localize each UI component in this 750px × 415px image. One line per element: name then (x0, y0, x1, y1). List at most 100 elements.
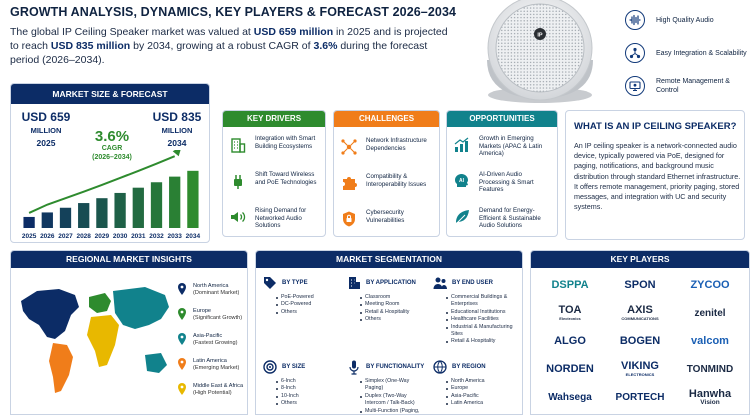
region-legend-item: Latin America (Emerging Market) (177, 358, 239, 372)
bar-2029 (96, 198, 108, 228)
trend-arrow-icon (172, 150, 181, 157)
trend-line (28, 155, 176, 214)
tick-label-2031: 2031 (131, 233, 146, 240)
market-size-card: MARKET SIZE & FORECAST USD 659 MILLION 2… (10, 83, 210, 243)
start-year: 2025 (36, 138, 56, 148)
challenge-label: Compatibility & Interoperability Issues (366, 173, 427, 188)
users-icon (433, 277, 447, 289)
segment-item: Retail & Hospitality (360, 309, 424, 316)
region-note: (Fastest Growing) (193, 340, 238, 346)
feature-label: Remote Management & Control (656, 78, 730, 94)
svg-text:AI: AI (459, 178, 465, 184)
region-name: North America (193, 283, 229, 289)
tick-label-2029: 2029 (95, 233, 110, 240)
feature-item: Easy Integration & Scalability (625, 43, 747, 63)
bar-2031 (132, 187, 144, 228)
tick-label-2028: 2028 (76, 233, 91, 240)
tick-label-2032: 2032 (149, 233, 164, 240)
driver-item: Integration with Smart Building Ecosyste… (229, 135, 321, 154)
intro-value-cagr: 3.6% (313, 40, 338, 52)
page-title: GROWTH ANALYSIS, DYNAMICS, KEY PLAYERS &… (10, 5, 457, 19)
start-unit: MILLION (30, 126, 62, 135)
market-size-header: MARKET SIZE & FORECAST (11, 84, 209, 104)
bar-2034 (187, 170, 199, 228)
feature-label: High Quality Audio (656, 16, 714, 24)
network-plug-icon (234, 175, 242, 189)
player-logo: DSPPA (537, 275, 603, 295)
globe-icon (433, 360, 447, 374)
player-name: PORTECH (615, 391, 665, 403)
speaker-badge: IP (537, 33, 543, 39)
segment-group: BY REGION North America Europe Asia-Pacific… (432, 359, 518, 408)
opportunity-label: AI-Driven Audio Processing & Smart Featu… (479, 171, 534, 194)
end-value: USD 835 (152, 110, 202, 124)
segment-item: Others (360, 316, 424, 323)
key-players-header: KEY PLAYERS (531, 251, 749, 268)
region-name: Middle East & Africa (193, 383, 244, 389)
segment-item: Latin America (446, 400, 518, 407)
player-name: ALGO (554, 334, 586, 347)
region-note: (Significant Growth) (193, 315, 243, 321)
bar-2026 (41, 212, 53, 228)
segment-item: PoE-Powered (276, 294, 340, 301)
segment-item: Multi-Function (Paging, Intercom & Secur… (360, 408, 424, 415)
bar-2033 (169, 176, 181, 228)
end-unit: MILLION (161, 126, 193, 135)
player-name: VIKING (621, 359, 659, 372)
player-name: TOA (558, 303, 582, 316)
microphone-icon (349, 360, 359, 375)
map-pin-icon (178, 283, 186, 295)
ceiling-speaker-illustration: IP (487, 0, 593, 103)
feature-label: Easy Integration & Scalability (656, 49, 747, 57)
player-name: SPON (624, 278, 656, 291)
feature-item: Remote Management & Control (625, 76, 750, 96)
key-drivers-card: KEY DRIVERS Integration with Smart Build… (222, 110, 326, 237)
intro-text-1: The global IP Ceiling Speaker market was… (10, 26, 254, 38)
player-logo: PORTECH (607, 387, 673, 407)
segment-label: BY REGION (452, 364, 486, 370)
region-name: Asia-Pacific (193, 333, 223, 339)
bar-2025 (23, 216, 35, 228)
intro-paragraph: The global IP Ceiling Speaker market was… (10, 25, 455, 67)
segment-item: Asia-Pacific (446, 393, 518, 400)
segment-item: Classroom (360, 294, 424, 301)
player-logo: NORDEN (537, 359, 603, 379)
player-subtitle: Electronics (559, 315, 581, 321)
regional-card: REGIONAL MARKET INSIGHTS North America (D… (10, 250, 248, 415)
challenges-card: CHALLENGES Network Infrastructure Depend… (333, 110, 440, 237)
opportunity-item: Demand for Energy-Efficient & Sustainabl… (453, 207, 553, 230)
segment-item: 8-Inch (276, 385, 340, 392)
bar-2027 (59, 207, 72, 228)
segment-item: Commercial Buildings & Enterprises (446, 294, 518, 309)
bar-2028 (78, 203, 90, 228)
segment-item: Others (276, 400, 340, 407)
intro-value-2034: USD 835 million (50, 40, 131, 52)
segment-label: BY SIZE (282, 364, 306, 370)
cagr-label: CAGR (101, 145, 123, 152)
map-pin-icon (178, 383, 186, 395)
end-year: 2034 (167, 138, 187, 148)
player-logo: Hanwha Vision (677, 387, 743, 407)
definition-body: An IP ceiling speaker is a network-conne… (574, 141, 741, 212)
segment-item: 10-Inch (276, 393, 340, 400)
segment-item: Meeting Room (360, 301, 424, 308)
player-name: DSPPA (551, 278, 589, 291)
region-name: Europe (193, 308, 212, 314)
monitor-control-icon (625, 76, 645, 96)
intro-text-4: during the forecast period (2026–2034). (10, 40, 428, 66)
tick-label-2033: 2033 (167, 233, 182, 240)
tick-label-2025: 2025 (22, 233, 37, 240)
tick-label-2026: 2026 (40, 233, 55, 240)
cagr-value: 3.6% (94, 128, 130, 145)
tick-label-2034: 2034 (186, 233, 201, 240)
opportunities-card: OPPORTUNITIES Growth in Emerging Markets… (446, 110, 558, 237)
player-logo: VIKING ELECTRONICS (607, 359, 673, 379)
target-icon (263, 360, 277, 374)
player-logo: TOA Electronics (537, 303, 603, 323)
player-name: NORDEN (546, 362, 594, 375)
segmentation-header: MARKET SEGMENTATION (256, 251, 522, 268)
player-logo: zenitel (677, 303, 743, 323)
player-name: Hanwha (688, 387, 732, 400)
driver-item: Shift Toward Wireless and PoE Technologi… (229, 171, 321, 190)
player-name: ZYCOO (690, 278, 730, 291)
